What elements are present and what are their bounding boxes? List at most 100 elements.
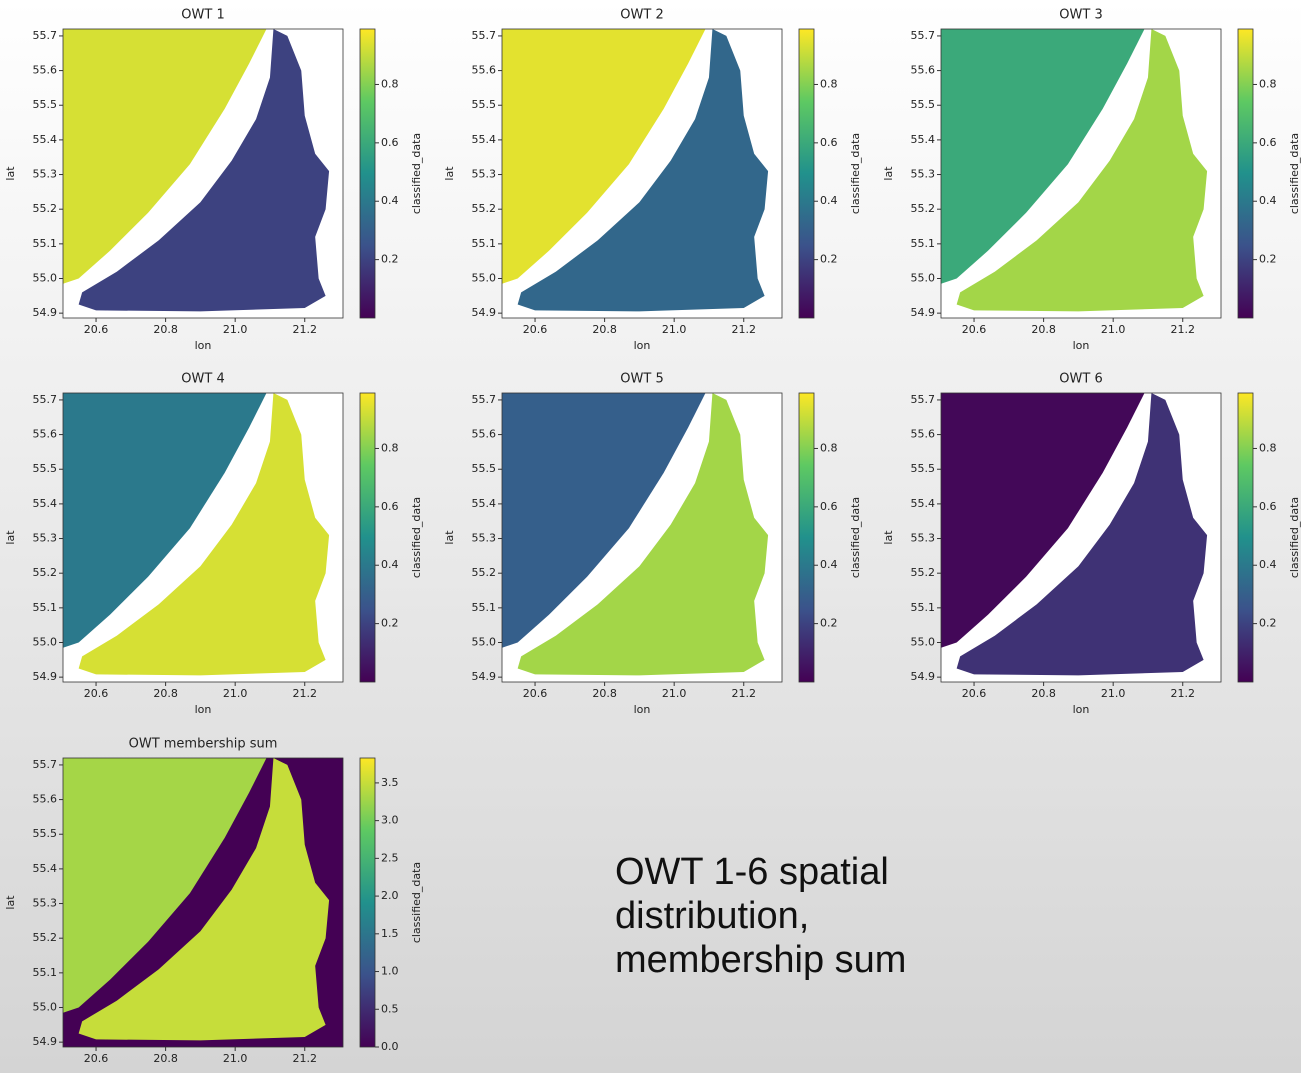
colorbar-tick-label: 0.4 (381, 194, 399, 207)
panel-title: OWT 2 (620, 8, 663, 23)
x-tick-label: 21.0 (223, 1052, 248, 1065)
y-tick-label: 55.5 (472, 462, 497, 475)
x-tick-label: 20.6 (84, 1052, 109, 1065)
x-tick-label: 20.8 (592, 687, 617, 700)
y-tick-label: 54.9 (911, 306, 936, 319)
y-tick-label: 55.4 (33, 862, 58, 875)
colorbar-label: classified_data (1288, 497, 1301, 578)
panel-title: OWT membership sum (129, 737, 278, 752)
y-tick-label: 55.6 (33, 793, 58, 806)
x-tick-label: 21.0 (1101, 323, 1126, 336)
colorbar-tick-label: 0.6 (381, 136, 399, 149)
colorbar-tick-label: 0.6 (1259, 500, 1277, 513)
y-tick-label: 55.0 (911, 635, 936, 648)
y-tick-label: 55.3 (911, 532, 936, 545)
y-tick-label: 55.0 (472, 635, 497, 648)
x-tick-label: 21.0 (662, 323, 687, 336)
y-tick-label: 55.7 (33, 393, 58, 406)
x-axis-label: lon (195, 339, 212, 352)
colorbar-tick-label: 0.4 (1259, 194, 1277, 207)
colorbar-tick-label: 0.2 (1259, 253, 1277, 266)
colorbar-tick-label: 2.5 (381, 851, 399, 864)
y-tick-label: 55.7 (911, 393, 936, 406)
x-tick-label: 21.0 (223, 687, 248, 700)
x-tick-label: 20.8 (153, 323, 178, 336)
colorbar-label: classified_data (410, 133, 423, 214)
colorbar-tick-label: 0.2 (381, 253, 399, 266)
y-tick-label: 55.5 (33, 462, 58, 475)
y-tick-label: 55.5 (472, 98, 497, 111)
y-tick-label: 55.7 (472, 29, 497, 42)
y-tick-label: 55.2 (33, 566, 58, 579)
colorbar-tick-label: 0.8 (1259, 77, 1277, 90)
colorbar (360, 29, 375, 318)
colorbar-label: classified_data (1288, 133, 1301, 214)
panel-title: OWT 5 (620, 372, 663, 387)
colorbar-tick-label: 0.2 (1259, 617, 1277, 630)
chart-grid: OWT 1-6 spatial distribution, membership… (0, 0, 1301, 1073)
colorbar-label: classified_data (410, 862, 423, 943)
y-tick-label: 55.6 (33, 428, 58, 441)
colorbar-label: classified_data (849, 133, 862, 214)
colorbar (799, 393, 814, 682)
x-tick-label: 21.2 (292, 687, 317, 700)
y-tick-label: 54.9 (33, 306, 58, 319)
y-tick-label: 55.0 (33, 635, 58, 648)
y-tick-label: 55.1 (33, 237, 58, 250)
x-tick-label: 20.8 (153, 1052, 178, 1065)
x-tick-label: 20.8 (1031, 323, 1056, 336)
x-tick-label: 21.2 (731, 687, 756, 700)
colorbar-tick-label: 0.4 (1259, 558, 1277, 571)
x-axis-label: lon (195, 703, 212, 716)
y-tick-label: 55.1 (33, 601, 58, 614)
x-tick-label: 21.0 (1101, 687, 1126, 700)
x-axis-label: lon (1073, 703, 1090, 716)
y-tick-label: 55.6 (472, 64, 497, 77)
colorbar-tick-label: 0.6 (820, 136, 838, 149)
panel-title: OWT 1 (181, 8, 224, 23)
x-tick-label: 21.2 (1170, 323, 1195, 336)
y-tick-label: 55.0 (911, 271, 936, 284)
x-tick-label: 20.8 (153, 687, 178, 700)
x-tick-label: 20.6 (962, 687, 987, 700)
y-tick-label: 55.2 (911, 202, 936, 215)
y-axis-label: lat (443, 530, 456, 545)
y-tick-label: 55.6 (472, 428, 497, 441)
x-tick-label: 20.6 (523, 323, 548, 336)
caption-line: distribution, (615, 895, 809, 937)
colorbar (799, 29, 814, 318)
x-tick-label: 20.6 (84, 687, 109, 700)
x-tick-label: 20.6 (523, 687, 548, 700)
y-tick-label: 55.1 (472, 237, 497, 250)
y-tick-label: 55.7 (472, 393, 497, 406)
colorbar-tick-label: 0.4 (381, 558, 399, 571)
panel-title: OWT 4 (181, 372, 224, 387)
colorbar (1238, 393, 1253, 682)
x-tick-label: 21.2 (292, 1052, 317, 1065)
caption-line: OWT 1-6 spatial (615, 851, 889, 893)
y-tick-label: 55.5 (911, 462, 936, 475)
y-tick-label: 55.6 (33, 64, 58, 77)
colorbar-tick-label: 0.8 (820, 77, 838, 90)
y-tick-label: 55.4 (472, 497, 497, 510)
y-tick-label: 55.0 (472, 271, 497, 284)
colorbar-tick-label: 3.5 (381, 776, 399, 789)
colorbar-tick-label: 0.2 (820, 253, 838, 266)
y-tick-label: 54.9 (911, 670, 936, 683)
y-tick-label: 55.3 (33, 168, 58, 181)
slide: OWT 1-6 spatial distribution, membership… (0, 0, 1301, 1073)
y-tick-label: 55.7 (33, 29, 58, 42)
y-tick-label: 55.6 (911, 428, 936, 441)
y-tick-label: 55.3 (911, 168, 936, 181)
x-tick-label: 20.6 (84, 323, 109, 336)
colorbar-tick-label: 0.0 (381, 1040, 399, 1053)
colorbar-label: classified_data (849, 497, 862, 578)
y-axis-label: lat (4, 166, 17, 181)
y-tick-label: 55.1 (33, 966, 58, 979)
y-tick-label: 55.0 (33, 271, 58, 284)
y-tick-label: 55.5 (911, 98, 936, 111)
y-tick-label: 55.2 (33, 202, 58, 215)
panel-title: OWT 3 (1059, 8, 1102, 23)
y-tick-label: 55.2 (33, 931, 58, 944)
y-tick-label: 55.4 (472, 133, 497, 146)
